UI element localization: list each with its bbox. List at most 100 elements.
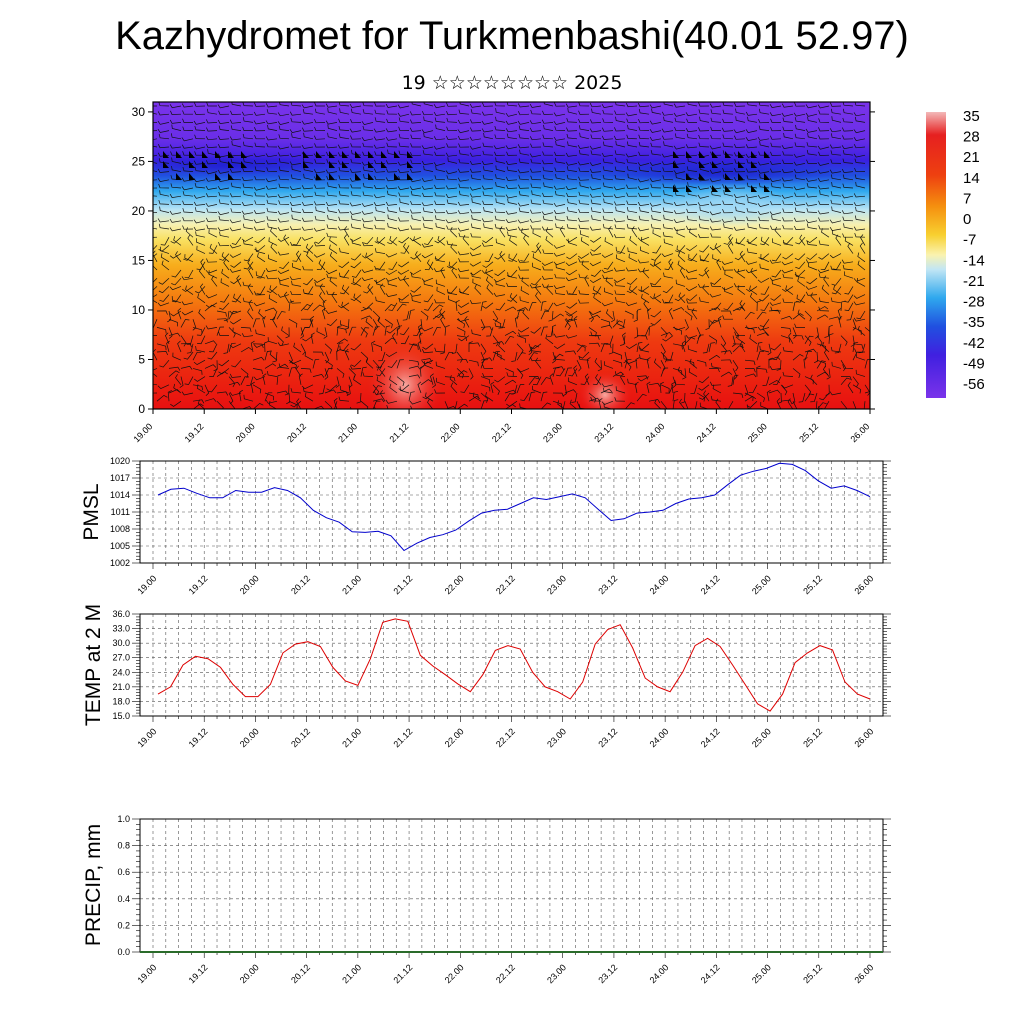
wind-barb	[283, 234, 290, 246]
x-tick-label: 20.00	[238, 726, 261, 749]
wind-barb	[448, 295, 458, 304]
wind-barb	[673, 227, 686, 231]
wind-barb	[584, 373, 590, 385]
wind-barb	[528, 377, 539, 386]
wind-barb	[818, 127, 830, 132]
wind-barb	[361, 253, 374, 259]
wind-barb	[182, 191, 194, 197]
wind-barb	[239, 389, 243, 402]
colorbar-label: -28	[963, 294, 985, 311]
wind-barb	[469, 168, 482, 173]
wind-barb	[698, 269, 710, 277]
wind-barb	[253, 376, 266, 381]
wind-barb	[458, 158, 470, 164]
wind-barb	[204, 304, 216, 312]
wind-barb	[385, 269, 398, 275]
wind-barb	[821, 284, 830, 295]
wind-barb	[826, 368, 831, 380]
wind-barb	[254, 102, 266, 107]
wind-barb	[218, 191, 230, 197]
wind-barb	[649, 294, 662, 300]
wind-barb	[325, 310, 338, 314]
wind-barb	[253, 153, 266, 158]
wind-flags	[163, 151, 770, 192]
wind-barb	[728, 234, 734, 246]
wind-barb	[531, 277, 542, 286]
wind-barb	[494, 215, 506, 222]
y-tick-label: 15	[132, 253, 146, 267]
wind-barb	[303, 173, 314, 181]
wind-flag	[394, 173, 400, 180]
wind-barb	[735, 198, 746, 205]
wind-barb	[677, 260, 686, 271]
wind-barb	[192, 384, 204, 391]
wind-barb	[615, 116, 626, 123]
wind-barb	[734, 184, 746, 189]
wind-barb	[373, 202, 386, 207]
wind-barb	[288, 367, 296, 377]
wind-barb	[709, 169, 722, 174]
wind-barb	[171, 296, 182, 304]
wind-barb	[217, 119, 230, 124]
wind-barb	[228, 381, 241, 386]
wind-barb	[379, 365, 386, 377]
wind-barb	[829, 128, 842, 133]
wind-barb	[846, 310, 854, 321]
wind-barb	[613, 194, 626, 199]
wind-barb	[602, 192, 614, 197]
wind-barb	[695, 409, 698, 420]
wind-barb	[326, 151, 338, 156]
wind-barb	[410, 225, 422, 230]
wind-barb	[153, 368, 158, 371]
wind-flag	[176, 173, 182, 180]
wind-flag	[764, 185, 770, 192]
wind-barb	[591, 215, 602, 222]
wind-barb	[705, 319, 710, 331]
wind-barb	[457, 177, 470, 182]
wind-barb	[410, 190, 422, 197]
wind-barb	[341, 284, 350, 295]
wind-barb	[528, 302, 537, 312]
wind-barb	[805, 169, 818, 174]
wind-barb	[387, 280, 398, 287]
wind-barb	[584, 275, 590, 287]
wind-barb	[818, 151, 830, 156]
wind-barb	[385, 128, 398, 133]
wind-barb	[372, 359, 380, 371]
wind-barb	[218, 331, 229, 336]
wind-barb	[555, 263, 566, 271]
wind-barb	[456, 327, 466, 336]
wind-barb	[626, 286, 638, 294]
wind-barb	[326, 290, 338, 295]
wind-barb	[386, 118, 398, 123]
wind-barb	[444, 325, 450, 336]
wind-barb	[216, 371, 228, 377]
wind-barb	[592, 376, 602, 385]
wind-barb	[301, 384, 314, 390]
wind-barb	[710, 233, 722, 238]
wind-barb	[409, 111, 422, 116]
wind-barb	[313, 227, 326, 232]
wind-barb	[408, 359, 420, 366]
wind-barb	[660, 367, 669, 377]
wind-barb	[589, 119, 602, 124]
wind-barb	[153, 250, 158, 262]
wind-barb	[335, 376, 340, 388]
wind-barb	[601, 127, 614, 132]
wind-barb	[652, 245, 662, 254]
wind-barb	[398, 409, 409, 413]
wind-barb	[668, 258, 674, 271]
wind-barb	[708, 342, 715, 353]
wind-barb	[265, 275, 278, 280]
wind-barb	[576, 360, 582, 372]
wind-barb	[173, 383, 182, 394]
wind-barb	[771, 253, 782, 262]
wind-barb	[737, 285, 746, 295]
wind-barb	[468, 341, 473, 352]
wind-barb	[686, 299, 698, 304]
wind-barb	[615, 297, 626, 304]
wind-barb	[571, 392, 578, 403]
wind-barb	[724, 287, 734, 295]
wind-barb	[204, 340, 217, 345]
wind-barb	[782, 183, 794, 189]
